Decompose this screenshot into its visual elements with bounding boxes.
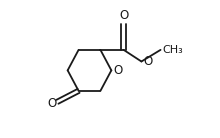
Text: O: O [143, 55, 152, 68]
Text: O: O [119, 9, 128, 22]
Text: CH₃: CH₃ [162, 45, 183, 55]
Text: O: O [47, 97, 56, 110]
Text: O: O [114, 64, 123, 77]
